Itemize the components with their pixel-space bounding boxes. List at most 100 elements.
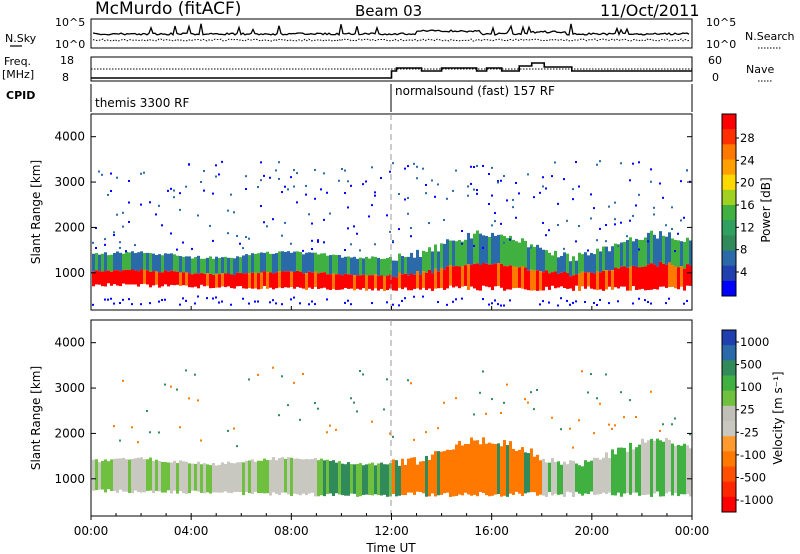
power-cell bbox=[245, 273, 248, 289]
power-cell bbox=[110, 297, 112, 300]
power-cell bbox=[323, 272, 326, 288]
velocity-cell bbox=[362, 465, 365, 495]
x-tick-label: 04:00 bbox=[174, 524, 209, 538]
velocity-cell bbox=[407, 379, 409, 382]
velocity-cell bbox=[551, 458, 554, 496]
power-cell bbox=[299, 302, 301, 305]
power-cell bbox=[665, 264, 668, 288]
power-cell bbox=[311, 252, 314, 273]
power-cell bbox=[179, 256, 182, 273]
power-cell bbox=[596, 271, 599, 291]
power-cell bbox=[344, 192, 346, 195]
power-cell bbox=[332, 273, 335, 290]
power-cell bbox=[491, 224, 493, 227]
power-cell bbox=[452, 266, 455, 288]
power-cell bbox=[404, 256, 407, 274]
power-cell bbox=[683, 268, 686, 291]
power-cell bbox=[566, 273, 569, 289]
power-cell bbox=[668, 232, 671, 263]
power-cell bbox=[461, 242, 463, 245]
power-cell bbox=[125, 250, 127, 253]
power-cell bbox=[335, 255, 338, 275]
velocity-cell bbox=[104, 459, 107, 493]
power-cell bbox=[311, 239, 313, 242]
power-cell bbox=[470, 182, 472, 185]
power-cell bbox=[413, 257, 416, 275]
nsearch-tick-bottom: 10^0 bbox=[706, 38, 736, 51]
power-cell bbox=[659, 261, 662, 287]
y-tick-label: 1000 bbox=[54, 266, 85, 280]
velocity-cell bbox=[638, 444, 641, 496]
velocity-ylabel: Slant Range [km] bbox=[29, 366, 43, 470]
velocity-cell bbox=[236, 445, 238, 448]
power-cell bbox=[137, 252, 140, 272]
power-cell bbox=[119, 271, 122, 287]
power-cell bbox=[443, 243, 446, 270]
power-cell bbox=[467, 264, 470, 291]
velocity-cell bbox=[527, 453, 530, 493]
velocity-cell bbox=[215, 465, 218, 493]
power-cell bbox=[194, 273, 197, 287]
power-cell bbox=[662, 263, 665, 287]
power-cell bbox=[140, 172, 142, 175]
x-tick-label: 00:00 bbox=[74, 524, 109, 538]
power-cell bbox=[338, 274, 341, 290]
power-cell bbox=[452, 189, 454, 192]
power-cell bbox=[95, 253, 98, 271]
power-cell bbox=[164, 270, 167, 285]
power-cell bbox=[311, 272, 314, 289]
power-cell bbox=[368, 258, 371, 276]
nave-tick-bottom: 0 bbox=[712, 71, 719, 84]
power-cell bbox=[170, 253, 173, 271]
power-cell bbox=[269, 272, 272, 288]
power-cell bbox=[260, 252, 263, 273]
velocity-cell bbox=[389, 463, 392, 497]
power-cell bbox=[617, 245, 619, 248]
power-cell bbox=[512, 198, 514, 201]
velocity-cell bbox=[224, 463, 227, 492]
power-cell bbox=[320, 272, 323, 289]
power-cell bbox=[506, 266, 509, 290]
power-cell bbox=[614, 201, 616, 204]
power-cell bbox=[635, 267, 638, 290]
velocity-cell bbox=[269, 459, 272, 496]
power-cell bbox=[407, 256, 410, 276]
power-cell bbox=[131, 303, 133, 306]
power-cell bbox=[584, 300, 586, 303]
power-cell bbox=[212, 192, 214, 195]
velocity-cell bbox=[149, 457, 152, 491]
power-cell bbox=[572, 188, 574, 191]
velocity-cell bbox=[359, 463, 362, 497]
power-cell bbox=[599, 160, 601, 163]
power-cell bbox=[110, 172, 112, 175]
power-cell bbox=[350, 243, 352, 246]
power-cell bbox=[509, 265, 512, 290]
power-cell bbox=[260, 161, 262, 164]
power-cell bbox=[98, 170, 100, 173]
power-cell bbox=[230, 257, 233, 275]
velocity-cell bbox=[107, 461, 110, 490]
power-cell bbox=[509, 238, 511, 241]
power-cell bbox=[257, 273, 260, 290]
power-cell bbox=[671, 206, 673, 209]
power-cell bbox=[674, 239, 677, 267]
power-cell bbox=[197, 255, 200, 274]
velocity-cell bbox=[491, 398, 493, 401]
power-ylabel: Slant Range [km] bbox=[29, 160, 43, 264]
velocity-cell bbox=[158, 431, 160, 434]
power-cell bbox=[221, 160, 223, 163]
power-cell bbox=[128, 220, 130, 223]
power-cell bbox=[539, 247, 542, 272]
power-cell bbox=[107, 298, 109, 301]
station-title: McMurdo (fitACF) bbox=[95, 0, 241, 19]
power-cell bbox=[128, 180, 130, 183]
power-cell bbox=[338, 179, 340, 182]
velocity-cell bbox=[425, 455, 428, 497]
velocity-cell bbox=[401, 458, 404, 495]
power-cell bbox=[593, 273, 596, 290]
velocity-cell bbox=[122, 457, 125, 492]
power-cell bbox=[524, 240, 527, 268]
power-cell bbox=[290, 252, 293, 272]
velocity-cell bbox=[452, 449, 455, 497]
